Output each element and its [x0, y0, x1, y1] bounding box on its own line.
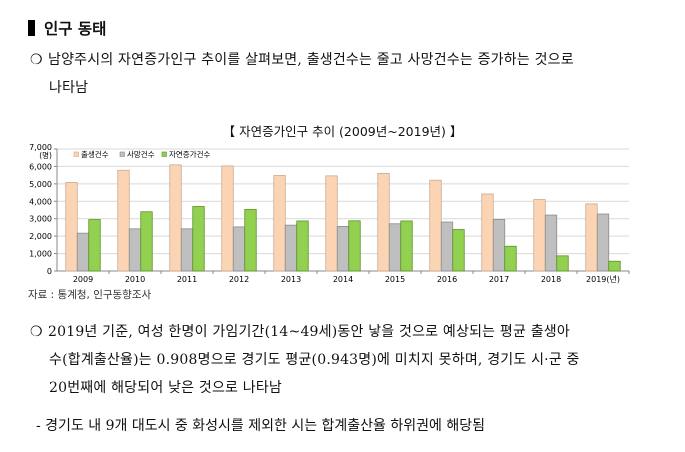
section-heading: 인구 동태: [28, 17, 106, 39]
x-tick-label: 2010: [125, 275, 145, 284]
paragraph1-line2: 나타남: [49, 80, 89, 96]
bar-births: [117, 169, 130, 272]
bar-deaths: [544, 214, 558, 272]
y-tick-label: 6,000: [29, 162, 52, 171]
bar-births: [325, 175, 338, 272]
paragraph2-line1: 2019년 기준, 여성 한명이 가임기간(14~49세)동안 낳을 것으로 예…: [48, 324, 570, 340]
bar-natural-increase: [88, 219, 101, 272]
bar-births: [65, 182, 78, 272]
paragraph-natural-increase: ❍ 남양주시의 자연증가인구 추이를 살펴보면, 출생건수는 줄고 사망건수는 증…: [30, 46, 670, 102]
bar-natural-increase: [348, 220, 361, 272]
bar-deaths: [492, 219, 506, 272]
bar-natural-increase: [556, 255, 569, 272]
bar-natural-increase: [608, 260, 621, 272]
legend-swatch-icon: [73, 151, 79, 157]
section-title-text: 인구 동태: [44, 20, 107, 38]
bullet-icon: ❍: [30, 324, 43, 340]
bar-births: [481, 193, 494, 272]
heading-marker-icon: [28, 20, 35, 36]
y-tick-label: 4,000: [29, 197, 52, 206]
bar-deaths: [284, 224, 298, 272]
bar-deaths: [232, 226, 246, 272]
paragraph-fertility-rate: ❍ 2019년 기준, 여성 한명이 가임기간(14~49세)동안 낳을 것으로 …: [30, 318, 670, 402]
x-tick-label: 2009: [73, 275, 93, 284]
y-tick-label: 3,000: [29, 215, 52, 224]
y-tick-label: 2,000: [29, 232, 52, 241]
bullet-icon: ❍: [30, 52, 43, 68]
bar-natural-increase: [452, 229, 465, 272]
bar-deaths: [440, 221, 454, 272]
y-axis-unit: (명): [39, 150, 52, 160]
y-tick-label: 1,000: [29, 250, 52, 259]
y-tick-label: 0: [47, 267, 52, 276]
x-tick-label: 2011: [177, 275, 197, 284]
bar-deaths: [336, 225, 350, 272]
bar-deaths: [76, 232, 90, 272]
x-tick-label: 2018: [541, 275, 561, 284]
legend-swatch-icon: [119, 151, 125, 157]
x-tick-label: 2014: [333, 275, 353, 284]
paragraph2-line3: 20번째에 해당되어 낮은 것으로 나타남: [49, 380, 283, 396]
bar-natural-increase: [192, 206, 205, 272]
source-note: 자료 : 통계청, 인구동향조사: [28, 289, 152, 301]
x-tick-label: 2013: [281, 275, 301, 284]
y-tick-label: 5,000: [29, 180, 52, 189]
bar-deaths: [596, 213, 610, 272]
bar-births: [585, 203, 598, 272]
bar-deaths: [128, 228, 142, 272]
legend-label: 자연증가건수: [169, 149, 210, 159]
legend-label: 출생건수: [81, 149, 109, 159]
x-tick-label: 2015: [385, 275, 405, 284]
bar-births: [169, 164, 182, 272]
bar-natural-increase: [296, 220, 309, 272]
bar-natural-increase: [140, 211, 153, 272]
bar-births: [533, 199, 546, 272]
bar-births: [377, 173, 390, 272]
x-tick-label: 2016: [437, 275, 457, 284]
legend-swatch-icon: [161, 151, 167, 157]
bar-chart: 0 1,000 2,000 3,000 4,000 5,000 6,000 7,000(명) 2…: [29, 143, 630, 284]
chart-title: 【 자연증가인구 추이 (2009년~2019년) 】: [222, 124, 463, 139]
legend-label: 사망건수: [127, 149, 155, 159]
bar-births: [221, 165, 234, 272]
bar-births: [273, 175, 286, 272]
x-tick-label: 2017: [489, 275, 509, 284]
bar-natural-increase: [244, 209, 257, 272]
paragraph1-line1: 남양주시의 자연증가인구 추이를 살펴보면, 출생건수는 줄고 사망건수는 증가…: [48, 52, 574, 68]
y-tick-label: 7,000: [29, 143, 52, 152]
bar-natural-increase: [504, 245, 517, 272]
x-tick-label: 2012: [229, 275, 249, 284]
x-tick-label: 2019(년): [586, 274, 620, 284]
bar-deaths: [180, 228, 194, 272]
bar-births: [429, 179, 442, 272]
dash-list-item: - 경기도 내 9개 대도시 중 화성시를 제외한 시는 합계출산율 하위권에 …: [36, 418, 485, 434]
bar-deaths: [388, 223, 402, 272]
paragraph2-line2: 수(합계출산율)는 0.908명으로 경기도 평균(0.943명)에 미치지 못…: [49, 352, 580, 368]
bar-natural-increase: [400, 220, 413, 272]
